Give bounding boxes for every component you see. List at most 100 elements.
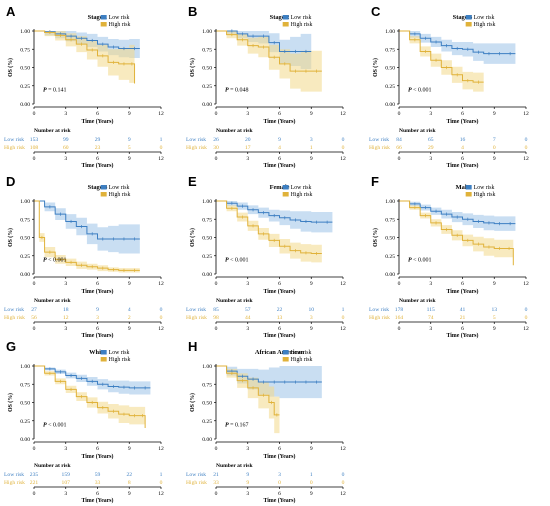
panel-letter: C: [371, 4, 381, 19]
risk-count-high: 33: [213, 480, 219, 486]
risk-table-label-low: Low risk: [186, 307, 206, 313]
high-risk-ci-band: [399, 201, 514, 274]
risk-x-axis-label: Time (Years): [264, 332, 296, 339]
y-tick-label: 0.50: [20, 401, 30, 407]
risk-x-tick-label: 3: [64, 156, 67, 162]
y-tick-label: 0.50: [202, 66, 212, 72]
x-axis-label: Time (Years): [447, 288, 479, 295]
risk-count-low: 9: [278, 137, 281, 143]
risk-count-high: 30: [213, 145, 219, 151]
risk-count-high: 17: [245, 145, 251, 151]
y-tick-label: 0.75: [202, 47, 212, 53]
risk-count-low: 22: [277, 307, 283, 313]
risk-count-high: 9: [246, 480, 249, 486]
risk-table-label-low: Low risk: [4, 472, 24, 478]
risk-count-high: 56: [31, 315, 37, 321]
risk-count-low: 22: [126, 472, 132, 478]
y-tick-label: 0.25: [20, 419, 30, 425]
legend-swatch-high: [282, 22, 289, 27]
risk-x-tick-label: 6: [461, 156, 464, 162]
p-value: P < 0.001: [408, 87, 432, 93]
risk-count-low: 3: [278, 472, 281, 478]
risk-x-tick-label: 12: [340, 326, 346, 332]
legend-label-high: High risk: [109, 192, 131, 198]
panel-letter: H: [188, 339, 197, 354]
risk-count-low: 178: [395, 307, 404, 313]
y-tick-label: 1.00: [20, 29, 30, 35]
high-risk-ci-band: [34, 366, 146, 437]
panel-e: E Female 0.00 0.25 0.50 0.75 1.00 0 3 6 9 12 Time (Y…: [186, 174, 346, 339]
risk-count-high: 4: [461, 145, 464, 151]
risk-table-label-high: High risk: [186, 480, 207, 486]
x-axis-label: Time (Years): [264, 118, 296, 125]
x-tick-label: 9: [310, 281, 313, 287]
legend-label-high: High risk: [109, 357, 131, 363]
risk-x-tick-label: 3: [64, 491, 67, 497]
risk-table-label-low: Low risk: [369, 137, 389, 143]
risk-count-high: 164: [395, 315, 404, 321]
risk-table-title: Number at risk: [34, 298, 71, 304]
risk-count-high: 108: [30, 145, 39, 151]
panel-letter: F: [371, 174, 379, 189]
risk-count-high: 2: [128, 315, 131, 321]
risk-count-high: 0: [493, 145, 496, 151]
y-tick-label: 0.00: [20, 437, 30, 443]
x-tick-label: 3: [64, 281, 67, 287]
risk-x-axis-label: Time (Years): [264, 162, 296, 169]
y-tick-label: 0.75: [20, 382, 30, 388]
risk-table-label-high: High risk: [186, 315, 207, 321]
high-risk-curve: [216, 200, 322, 255]
y-tick-label: 0.00: [20, 102, 30, 108]
y-axis-label: OS (%): [189, 58, 196, 77]
risk-count-low: 27: [31, 307, 37, 313]
risk-count-low: 1: [160, 472, 163, 478]
risk-x-tick-label: 12: [523, 156, 529, 162]
risk-table-label-low: Low risk: [186, 137, 206, 143]
y-tick-label: 0.75: [20, 217, 30, 223]
risk-table-title: Number at risk: [216, 128, 253, 134]
x-tick-label: 6: [461, 281, 464, 287]
risk-count-low: 0: [160, 307, 163, 313]
risk-count-low: 65: [428, 137, 434, 143]
x-tick-label: 12: [523, 111, 529, 117]
risk-x-axis-label: Time (Years): [82, 497, 114, 504]
risk-count-high: 3: [310, 315, 313, 321]
risk-count-low: 235: [30, 472, 39, 478]
risk-table-label-high: High risk: [369, 145, 390, 151]
risk-count-high: 0: [310, 480, 313, 486]
risk-x-tick-label: 0: [215, 326, 218, 332]
low-risk-curve: [34, 365, 151, 389]
risk-table-label-high: High risk: [4, 480, 25, 486]
x-tick-label: 0: [33, 111, 36, 117]
risk-x-tick-label: 6: [96, 491, 99, 497]
risk-x-tick-label: 3: [246, 156, 249, 162]
y-tick-label: 0.25: [385, 84, 395, 90]
y-tick-label: 0.00: [202, 102, 212, 108]
risk-x-axis-label: Time (Years): [82, 332, 114, 339]
x-tick-label: 3: [64, 111, 67, 117]
risk-table-label-high: High risk: [4, 315, 25, 321]
panel-g: G White 0.00 0.25 0.50 0.75 1.00 0 3 6 9 12 Time (Ye…: [4, 339, 164, 504]
legend-swatch-low: [100, 185, 107, 190]
risk-count-low: 13: [491, 307, 497, 313]
risk-count-high: 0: [278, 480, 281, 486]
risk-table-label-low: Low risk: [4, 137, 24, 143]
risk-x-tick-label: 12: [340, 491, 346, 497]
legend-label-low: Low risk: [109, 15, 130, 21]
panel-title: Stage 4: [88, 184, 109, 191]
y-tick-label: 0.50: [20, 236, 30, 242]
low-risk-curve: [34, 30, 140, 50]
y-axis-label: OS (%): [7, 228, 14, 247]
risk-count-high: 66: [396, 145, 402, 151]
legend-swatch-low: [465, 185, 472, 190]
risk-count-high: 29: [428, 145, 434, 151]
risk-count-high: 23: [95, 145, 101, 151]
x-tick-label: 12: [158, 281, 164, 287]
x-tick-label: 0: [398, 281, 401, 287]
legend-label-low: Low risk: [291, 350, 312, 356]
y-tick-label: 0.50: [385, 236, 395, 242]
risk-table-title: Number at risk: [399, 128, 436, 134]
y-axis-label: OS (%): [189, 228, 196, 247]
x-tick-label: 6: [278, 111, 281, 117]
y-tick-label: 1.00: [20, 199, 30, 205]
